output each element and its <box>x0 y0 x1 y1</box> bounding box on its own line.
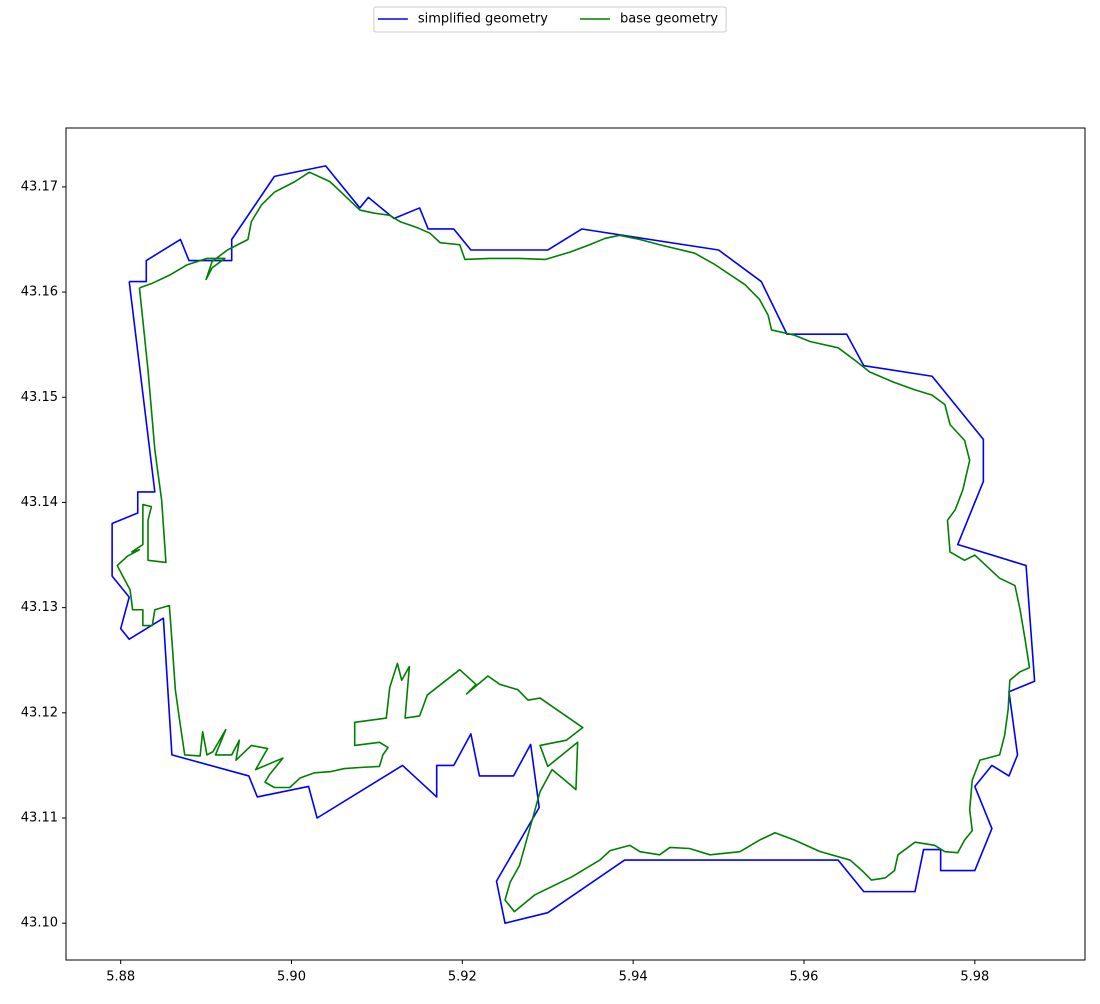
y-tick-label: 43.13 <box>21 600 58 615</box>
plot-frame <box>65 127 1086 961</box>
y-tick-label: 43.11 <box>21 811 58 826</box>
series-line <box>116 171 1031 913</box>
legend-box <box>373 6 727 33</box>
y-tick-label: 43.17 <box>21 179 58 194</box>
series-line <box>111 165 1036 924</box>
legend-label: base geometry <box>620 12 718 27</box>
x-tick-label: 5.90 <box>277 970 306 985</box>
x-tick-label: 5.88 <box>106 970 135 985</box>
x-tick-label: 5.94 <box>619 970 648 985</box>
x-tick-label: 5.92 <box>448 970 477 985</box>
y-tick-label: 43.12 <box>21 705 58 720</box>
y-tick-label: 43.16 <box>21 285 58 300</box>
legend-label: simplified geometry <box>418 12 548 27</box>
x-tick-label: 5.98 <box>960 970 989 985</box>
y-tick-label: 43.15 <box>21 390 58 405</box>
x-tick-label: 5.96 <box>790 970 819 985</box>
y-tick-label: 43.10 <box>21 916 58 931</box>
y-tick-label: 43.14 <box>21 495 58 510</box>
